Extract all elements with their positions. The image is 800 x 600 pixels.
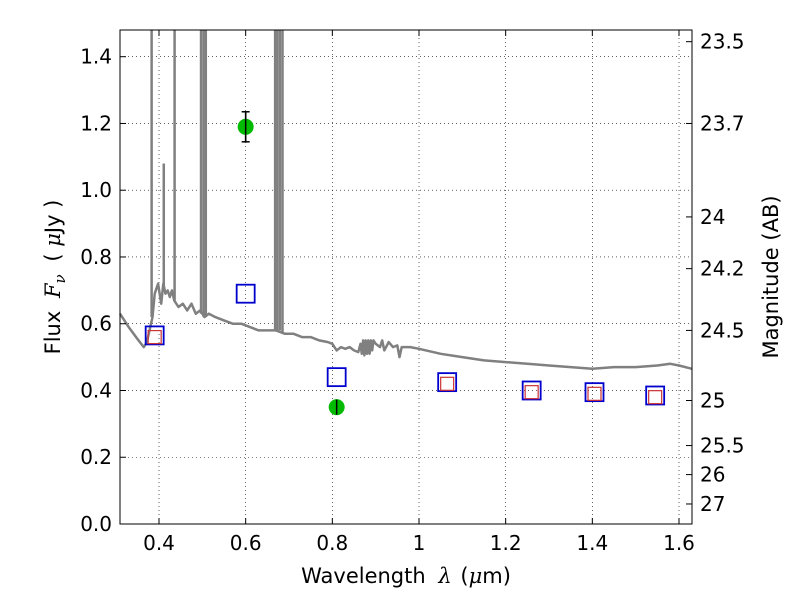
plot-frame: [119, 29, 693, 525]
x-tick-label: 1.6: [663, 531, 695, 555]
y-tick-label: 0.4: [80, 378, 112, 402]
x-tick-label: 1: [413, 531, 426, 555]
y-axis-label: Flux Fν ( μJy ): [41, 200, 70, 355]
right-tick-label: 24.5: [700, 318, 745, 342]
spectrum-line: [118, 282, 693, 371]
axis-ticks: 0.4 0.6 0.8 1 1.2 1.4 1.6 0.0 0.2 0.4 0.6 0.8 1.0 1.2…: [80, 30, 744, 555]
x-tick-label: 0.8: [316, 531, 348, 555]
right-tick-label: 23.5: [700, 30, 745, 54]
x-tick-label: 1.4: [576, 531, 608, 555]
model-flux-marker: [648, 390, 663, 405]
y-tick-label: 0.2: [80, 445, 112, 469]
model-flux-marker: [587, 386, 602, 401]
y-tick-label: 0.0: [80, 512, 112, 536]
right-tick-label: 24.2: [700, 257, 745, 281]
right-axis-label: Magnitude (AB): [759, 195, 783, 358]
observed-flux-marker: [326, 367, 347, 388]
spectrum-series: [118, 30, 693, 371]
x-axis-label: Wavelength λ (μm): [301, 564, 511, 588]
right-tick-label: 23.7: [700, 111, 745, 135]
right-tick-label: 27: [700, 492, 725, 516]
y-tick-label: 1.2: [80, 111, 112, 135]
photometry-markers: [144, 111, 666, 416]
right-tick-label: 25.5: [700, 434, 745, 458]
x-tick-label: 0.6: [230, 531, 262, 555]
observed-flux-marker: [144, 325, 165, 346]
x-tick-label: 1.2: [490, 531, 522, 555]
right-tick-label: 24: [700, 205, 725, 229]
observed-flux-marker: [584, 382, 605, 403]
y-tick-label: 0.6: [80, 312, 112, 336]
right-tick-label: 25: [700, 389, 725, 413]
observed-flux-marker: [521, 380, 542, 401]
model-flux-marker: [147, 329, 162, 345]
y-tick-label: 1.0: [80, 178, 112, 202]
observed-flux-marker: [235, 283, 256, 304]
observed-flux-marker: [645, 385, 666, 406]
right-tick-label: 26: [700, 463, 725, 487]
model-flux-marker: [524, 385, 539, 400]
y-tick-label: 0.8: [80, 245, 112, 269]
y-tick-label: 1.4: [80, 45, 112, 69]
observed-flux-marker: [437, 372, 458, 393]
x-tick-label: 0.4: [143, 531, 175, 555]
model-flux-marker: [440, 376, 455, 391]
